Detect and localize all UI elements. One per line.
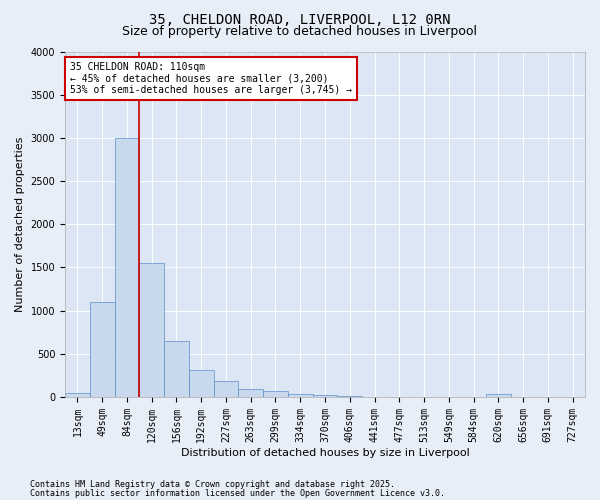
Text: 35 CHELDON ROAD: 110sqm
← 45% of detached houses are smaller (3,200)
53% of semi: 35 CHELDON ROAD: 110sqm ← 45% of detache…	[70, 62, 352, 95]
Text: 35, CHELDON ROAD, LIVERPOOL, L12 0RN: 35, CHELDON ROAD, LIVERPOOL, L12 0RN	[149, 12, 451, 26]
Bar	[164, 341, 189, 397]
Bar	[189, 370, 214, 397]
Bar	[238, 389, 263, 397]
Bar	[65, 392, 90, 397]
Text: Contains HM Land Registry data © Crown copyright and database right 2025.: Contains HM Land Registry data © Crown c…	[30, 480, 395, 489]
Bar	[486, 394, 511, 397]
Bar	[90, 302, 115, 397]
Bar	[313, 395, 337, 397]
Bar	[139, 263, 164, 397]
Bar	[337, 396, 362, 397]
Text: Contains public sector information licensed under the Open Government Licence v3: Contains public sector information licen…	[30, 488, 445, 498]
Text: Size of property relative to detached houses in Liverpool: Size of property relative to detached ho…	[122, 25, 478, 38]
X-axis label: Distribution of detached houses by size in Liverpool: Distribution of detached houses by size …	[181, 448, 469, 458]
Bar	[263, 392, 288, 397]
Bar	[214, 380, 238, 397]
Bar	[115, 138, 139, 397]
Y-axis label: Number of detached properties: Number of detached properties	[15, 136, 25, 312]
Bar	[288, 394, 313, 397]
